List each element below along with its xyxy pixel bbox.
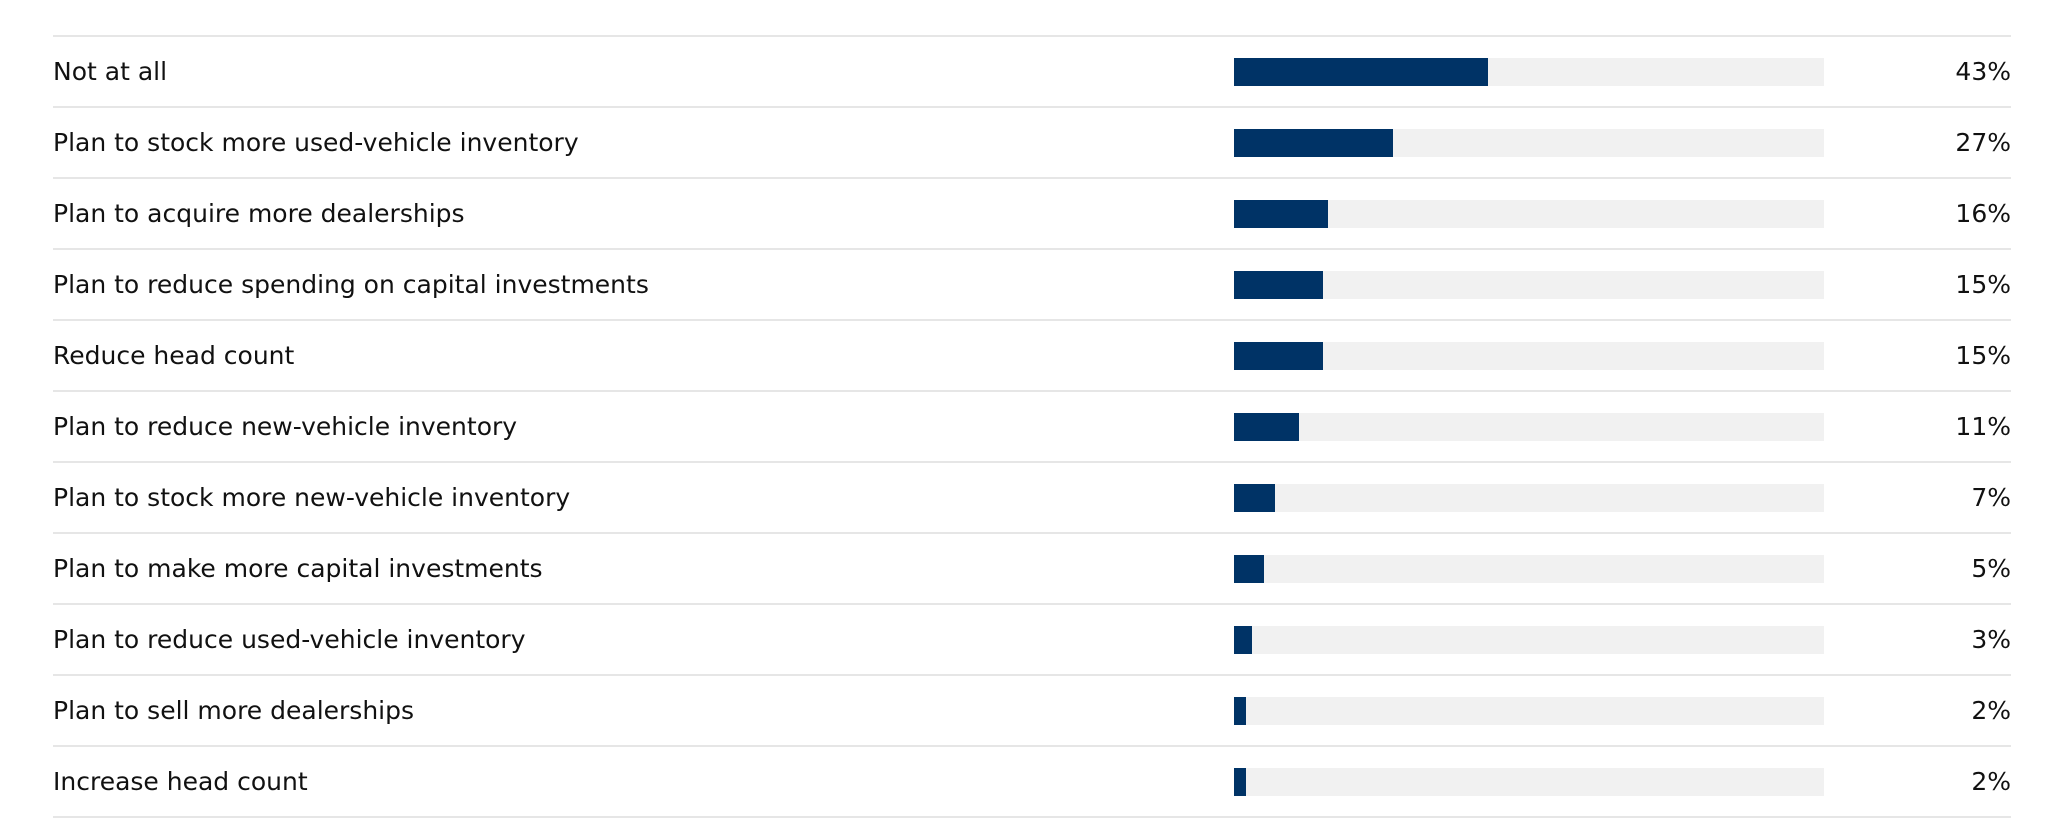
chart-row: Increase head count 2% bbox=[53, 747, 2011, 818]
bar bbox=[1234, 768, 1246, 796]
bar bbox=[1234, 271, 1323, 299]
bar bbox=[1234, 129, 1394, 157]
bar-track bbox=[1234, 271, 1824, 299]
category-label: Plan to stock more new-vehicle inventory bbox=[53, 483, 571, 512]
value-label: 7% bbox=[1971, 483, 2011, 512]
bar bbox=[1234, 555, 1264, 583]
chart-row: Plan to reduce new-vehicle inventory 11% bbox=[53, 392, 2011, 463]
bar-track bbox=[1234, 626, 1824, 654]
bar-track bbox=[1234, 129, 1824, 157]
chart-row: Plan to reduce used-vehicle inventory 3% bbox=[53, 605, 2011, 676]
category-label: Plan to make more capital investments bbox=[53, 554, 543, 583]
value-label: 27% bbox=[1955, 128, 2011, 157]
value-label: 43% bbox=[1955, 57, 2011, 86]
bar-track bbox=[1234, 555, 1824, 583]
bar-track bbox=[1234, 200, 1824, 228]
category-label: Increase head count bbox=[53, 767, 308, 796]
value-label: 3% bbox=[1971, 625, 2011, 654]
bar-track bbox=[1234, 413, 1824, 441]
chart-row: Plan to make more capital investments 5% bbox=[53, 534, 2011, 605]
chart-row: Not at all 43% bbox=[53, 37, 2011, 108]
bar bbox=[1234, 58, 1488, 86]
category-label: Plan to reduce used-vehicle inventory bbox=[53, 625, 526, 654]
bar bbox=[1234, 626, 1252, 654]
chart-row: Plan to reduce spending on capital inves… bbox=[53, 250, 2011, 321]
category-label: Plan to reduce spending on capital inves… bbox=[53, 270, 649, 299]
value-label: 16% bbox=[1955, 199, 2011, 228]
value-label: 15% bbox=[1955, 270, 2011, 299]
bar-track bbox=[1234, 768, 1824, 796]
bar bbox=[1234, 413, 1299, 441]
bar bbox=[1234, 697, 1246, 725]
chart-row: Plan to acquire more dealerships 16% bbox=[53, 179, 2011, 250]
bar bbox=[1234, 484, 1276, 512]
bar bbox=[1234, 200, 1329, 228]
bar-track bbox=[1234, 484, 1824, 512]
category-label: Plan to acquire more dealerships bbox=[53, 199, 465, 228]
bar bbox=[1234, 342, 1323, 370]
category-label: Reduce head count bbox=[53, 341, 295, 370]
bar-track bbox=[1234, 58, 1824, 86]
category-label: Plan to sell more dealerships bbox=[53, 696, 415, 725]
category-label: Plan to stock more used-vehicle inventor… bbox=[53, 128, 579, 157]
bar-chart: Not at all 43% Plan to stock more used-veh… bbox=[53, 35, 2011, 818]
category-label: Plan to reduce new-vehicle inventory bbox=[53, 412, 518, 441]
value-label: 2% bbox=[1971, 767, 2011, 796]
chart-row: Reduce head count 15% bbox=[53, 321, 2011, 392]
value-label: 11% bbox=[1955, 412, 2011, 441]
bar-track bbox=[1234, 697, 1824, 725]
category-label: Not at all bbox=[53, 57, 168, 86]
value-label: 15% bbox=[1955, 341, 2011, 370]
value-label: 5% bbox=[1971, 554, 2011, 583]
bar-track bbox=[1234, 342, 1824, 370]
chart-row: Plan to stock more new-vehicle inventory… bbox=[53, 463, 2011, 534]
chart-row: Plan to stock more used-vehicle inventor… bbox=[53, 108, 2011, 179]
chart-row: Plan to sell more dealerships 2% bbox=[53, 676, 2011, 747]
value-label: 2% bbox=[1971, 696, 2011, 725]
